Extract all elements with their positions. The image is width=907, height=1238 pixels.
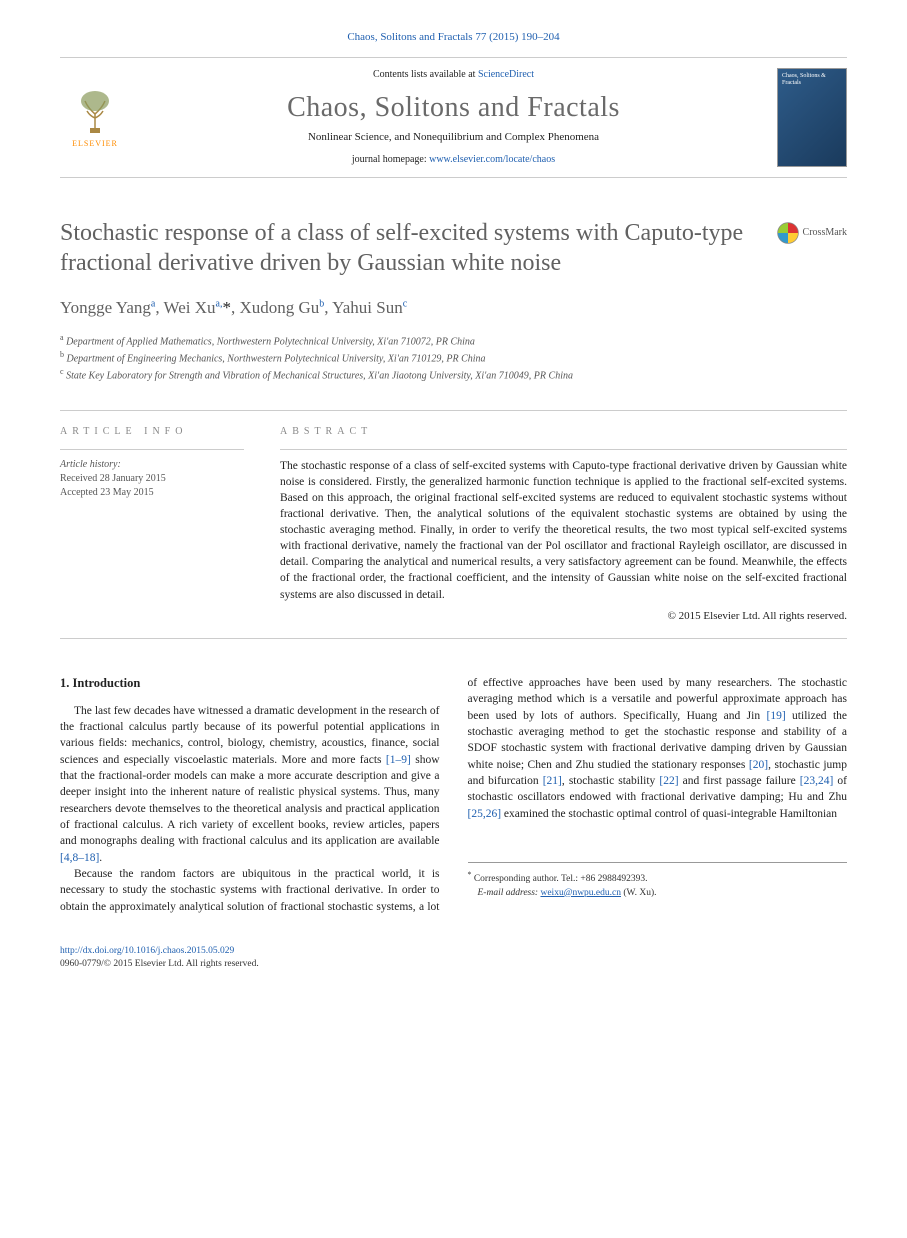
contents-available-label: Contents lists available at ScienceDirec… [140, 68, 767, 82]
publisher-logo: ELSEVIER [60, 68, 130, 167]
corresponding-author-footnote: * Corresponding author. Tel.: +86 298849… [468, 862, 848, 900]
article-history-label: Article history: [60, 458, 244, 472]
banner-center: Contents lists available at ScienceDirec… [130, 68, 777, 167]
email-label: E-mail address: [478, 888, 539, 898]
crossmark-icon [777, 222, 799, 244]
contents-prefix: Contents lists available at [373, 69, 478, 80]
issn-copyright-line: 0960-0779/© 2015 Elsevier Ltd. All right… [60, 959, 259, 969]
running-head-citation: Chaos, Solitons and Fractals 77 (2015) 1… [60, 30, 847, 45]
citation-ref-22[interactable]: [22] [659, 775, 678, 787]
homepage-prefix: journal homepage: [352, 154, 429, 165]
abstract-copyright: © 2015 Elsevier Ltd. All rights reserved… [280, 609, 847, 624]
doi-footer: http://dx.doi.org/10.1016/j.chaos.2015.0… [60, 945, 847, 972]
affiliation-a: a Department of Applied Mathematics, Nor… [60, 332, 847, 349]
journal-name: Chaos, Solitons and Fractals [140, 88, 767, 127]
email-author-name: (W. Xu). [623, 888, 656, 898]
info-abstract-block: ARTICLE INFO Article history: Received 2… [60, 410, 847, 639]
corr-email-link[interactable]: weixu@nwpu.edu.cn [540, 888, 621, 898]
abstract-label: ABSTRACT [280, 425, 847, 439]
abstract-text: The stochastic response of a class of se… [280, 458, 847, 603]
body-text: 1. Introduction The last few decades hav… [60, 675, 847, 915]
section-heading-intro: 1. Introduction [60, 675, 440, 693]
doi-link[interactable]: http://dx.doi.org/10.1016/j.chaos.2015.0… [60, 946, 234, 956]
title-row: Stochastic response of a class of self-e… [60, 218, 847, 296]
citation-ref-21[interactable]: [21] [543, 775, 562, 787]
crossmark-label: CrossMark [803, 226, 847, 240]
divider [280, 449, 847, 450]
journal-banner: ELSEVIER Contents lists available at Sci… [60, 57, 847, 178]
citation-ref-20[interactable]: [20] [749, 759, 768, 771]
crossmark-badge[interactable]: CrossMark [777, 222, 847, 244]
elsevier-tree-icon [70, 86, 120, 136]
intro-paragraph-1: The last few decades have witnessed a dr… [60, 703, 440, 866]
citation-ref-23-24[interactable]: [23,24] [800, 775, 834, 787]
article-title: Stochastic response of a class of self-e… [60, 218, 757, 278]
citation-ref-19[interactable]: [19] [766, 710, 785, 722]
divider [60, 449, 244, 450]
affiliations: a Department of Applied Mathematics, Nor… [60, 332, 847, 384]
journal-cover-thumbnail: Chaos, Solitons & Fractals [777, 68, 847, 167]
publisher-name: ELSEVIER [72, 138, 118, 149]
affiliation-c: c State Key Laboratory for Strength and … [60, 366, 847, 383]
article-info-label: ARTICLE INFO [60, 425, 244, 439]
journal-homepage: journal homepage: www.elsevier.com/locat… [140, 153, 767, 167]
sciencedirect-link[interactable]: ScienceDirect [478, 69, 534, 80]
homepage-link[interactable]: www.elsevier.com/locate/chaos [429, 154, 555, 165]
corr-author-text: Corresponding author. Tel.: +86 29884923… [474, 874, 648, 884]
citation-ref-25-26[interactable]: [25,26] [468, 808, 502, 820]
accepted-date: Accepted 23 May 2015 [60, 486, 244, 500]
cover-title-text: Chaos, Solitons & Fractals [782, 73, 842, 86]
received-date: Received 28 January 2015 [60, 472, 244, 486]
citation-ref-1-9[interactable]: [1–9] [386, 754, 411, 766]
affiliation-b: b Department of Engineering Mechanics, N… [60, 349, 847, 366]
abstract-column: ABSTRACT The stochastic response of a cl… [260, 411, 847, 638]
author-list: Yongge Yanga, Wei Xua,*, Xudong Gub, Yah… [60, 296, 847, 320]
citation-ref-4-8-18[interactable]: [4,8–18] [60, 852, 99, 864]
journal-subtitle: Nonlinear Science, and Nonequilibrium an… [140, 130, 767, 145]
article-info-column: ARTICLE INFO Article history: Received 2… [60, 411, 260, 638]
